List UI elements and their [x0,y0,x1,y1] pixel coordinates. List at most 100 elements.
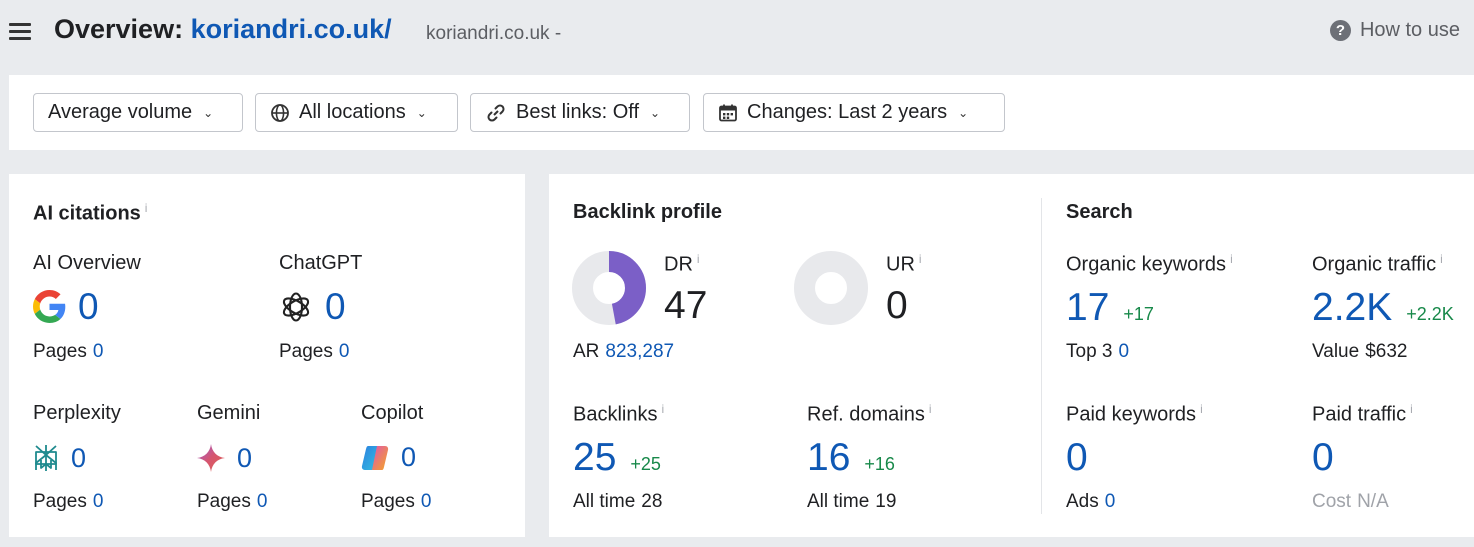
ref-domains-metric: 16 +16 [807,438,895,477]
ref-domains-delta: +16 [864,454,895,474]
backlinks-delta: +25 [630,454,661,474]
chevron-down-icon: ⌄ [416,105,427,120]
traffic-value-amount: $632 [1365,341,1408,362]
info-icon[interactable]: i [1440,252,1443,266]
google-icon [33,290,66,323]
info-icon[interactable]: i [1200,402,1203,416]
alltime-label: All time [573,491,636,512]
cost-row: Cost N/A [1312,491,1389,513]
page-title: Overview: koriandri.co.uk/ [54,14,392,45]
traffic-value-label: Value [1312,341,1360,362]
chatgpt-pages: Pages 0 [279,341,349,363]
copilot-label: Copilot [361,402,424,424]
dr-label-text: DR [664,253,693,276]
how-to-use-link[interactable]: ? How to use [1329,19,1460,42]
backlinks-value[interactable]: 25 [573,436,617,479]
ar-row: AR 823,287 [573,341,674,363]
backlinks-alltime-value: 28 [641,491,663,512]
perplexity-pages-value[interactable]: 0 [92,491,104,512]
ai-overview-pages-value[interactable]: 0 [92,341,104,362]
backlink-search-card: Backlink profile DR i 47 UR i 0 AR 823,287 … [549,174,1474,537]
info-icon[interactable]: i [1230,252,1233,266]
pages-label: Pages [279,341,333,362]
ar-value[interactable]: 823,287 [605,341,675,362]
copilot-value[interactable]: 0 [401,442,417,472]
location-filter-button[interactable]: All locations ⌄ [255,93,458,132]
organic-keywords-delta: +17 [1123,304,1154,324]
organic-keywords-label: Organic keywords i [1066,252,1233,277]
organic-traffic-label: Organic traffic i [1312,252,1443,277]
gemini-pages-value[interactable]: 0 [256,491,268,512]
ai-citations-title: AI citations i [33,201,147,226]
chatgpt-value[interactable]: 0 [325,286,346,327]
target-mode-dropdown[interactable]: koriandri.co.uk - [426,23,562,44]
best-links-filter-button[interactable]: Best links: Off ⌄ [470,93,690,132]
organic-traffic-delta: +2.2K [1406,304,1454,324]
menu-icon[interactable] [9,22,31,40]
perplexity-icon [35,445,57,471]
copilot-pages: Pages 0 [361,491,431,513]
volume-filter-label: Average volume [48,101,193,123]
chevron-down-icon: ⌄ [958,105,969,120]
traffic-value-row: Value $632 [1312,341,1407,363]
info-icon[interactable]: i [661,402,665,416]
dr-label: DR i [664,252,700,277]
copilot-pages-value[interactable]: 0 [420,491,432,512]
ai-overview-pages: Pages 0 [33,341,103,363]
paid-traffic-value[interactable]: 0 [1312,436,1334,479]
paid-keywords-value[interactable]: 0 [1066,436,1088,479]
backlinks-alltime: All time 28 [573,491,662,513]
pages-label: Pages [33,341,87,362]
ur-donut-chart [794,251,868,325]
filter-bar: Average volume ⌄ All locations ⌄ Best li… [9,75,1474,150]
perplexity-pages: Pages 0 [33,491,103,513]
copilot-icon [361,445,389,470]
ai-overview-label: AI Overview [33,252,141,274]
ur-value: 0 [886,284,908,327]
organic-keywords-label-text: Organic keywords [1066,253,1227,276]
volume-filter-button[interactable]: Average volume ⌄ [33,93,243,132]
info-icon[interactable]: i [696,252,700,266]
organic-keywords-value[interactable]: 17 [1066,286,1110,329]
chatgpt-metric: 0 [279,288,346,325]
dr-value: 47 [664,284,708,327]
info-icon[interactable]: i [918,252,922,266]
organic-traffic-metric: 2.2K +2.2K [1312,288,1454,327]
organic-keywords-metric: 17 +17 [1066,288,1154,327]
alltime-label: All time [807,491,870,512]
top3-label: Top 3 [1066,341,1113,362]
info-icon[interactable]: i [928,402,932,416]
ads-value[interactable]: 0 [1104,491,1116,512]
ai-overview-value[interactable]: 0 [78,286,99,327]
info-icon[interactable]: i [144,201,148,215]
chatgpt-pages-value[interactable]: 0 [338,341,350,362]
backlinks-label: Backlinks i [573,402,664,427]
domain-link[interactable]: koriandri.co.uk/ [190,14,392,44]
globe-icon [271,103,289,122]
top3-value[interactable]: 0 [1118,341,1130,362]
pages-label: Pages [361,491,415,512]
backlinks-metric: 25 +25 [573,438,661,477]
ur-donut-track [794,251,868,325]
ref-domains-label: Ref. domains i [807,402,932,427]
chatgpt-icon [282,291,310,322]
backlink-profile-title: Backlink profile [573,201,722,223]
ref-domains-value[interactable]: 16 [807,436,851,479]
best-links-filter-label: Best links: Off [516,101,640,123]
search-title: Search [1066,201,1133,223]
gemini-label: Gemini [197,402,261,424]
gemini-value[interactable]: 0 [237,442,253,473]
title-prefix: Overview: [54,14,184,44]
ads-row: Ads 0 [1066,491,1115,513]
organic-traffic-value[interactable]: 2.2K [1312,286,1393,329]
chevron-down-icon: ⌄ [203,105,214,120]
backlinks-label-text: Backlinks [573,403,658,426]
info-icon[interactable]: i [1410,402,1413,416]
ads-label: Ads [1066,491,1099,512]
perplexity-label: Perplexity [33,402,121,424]
ref-domains-alltime: All time 19 [807,491,896,513]
perplexity-value[interactable]: 0 [71,442,87,473]
top-bar: Overview: koriandri.co.uk/ koriandri.co.… [0,0,1474,64]
changes-filter-button[interactable]: Changes: Last 2 years ⌄ [703,93,1005,132]
